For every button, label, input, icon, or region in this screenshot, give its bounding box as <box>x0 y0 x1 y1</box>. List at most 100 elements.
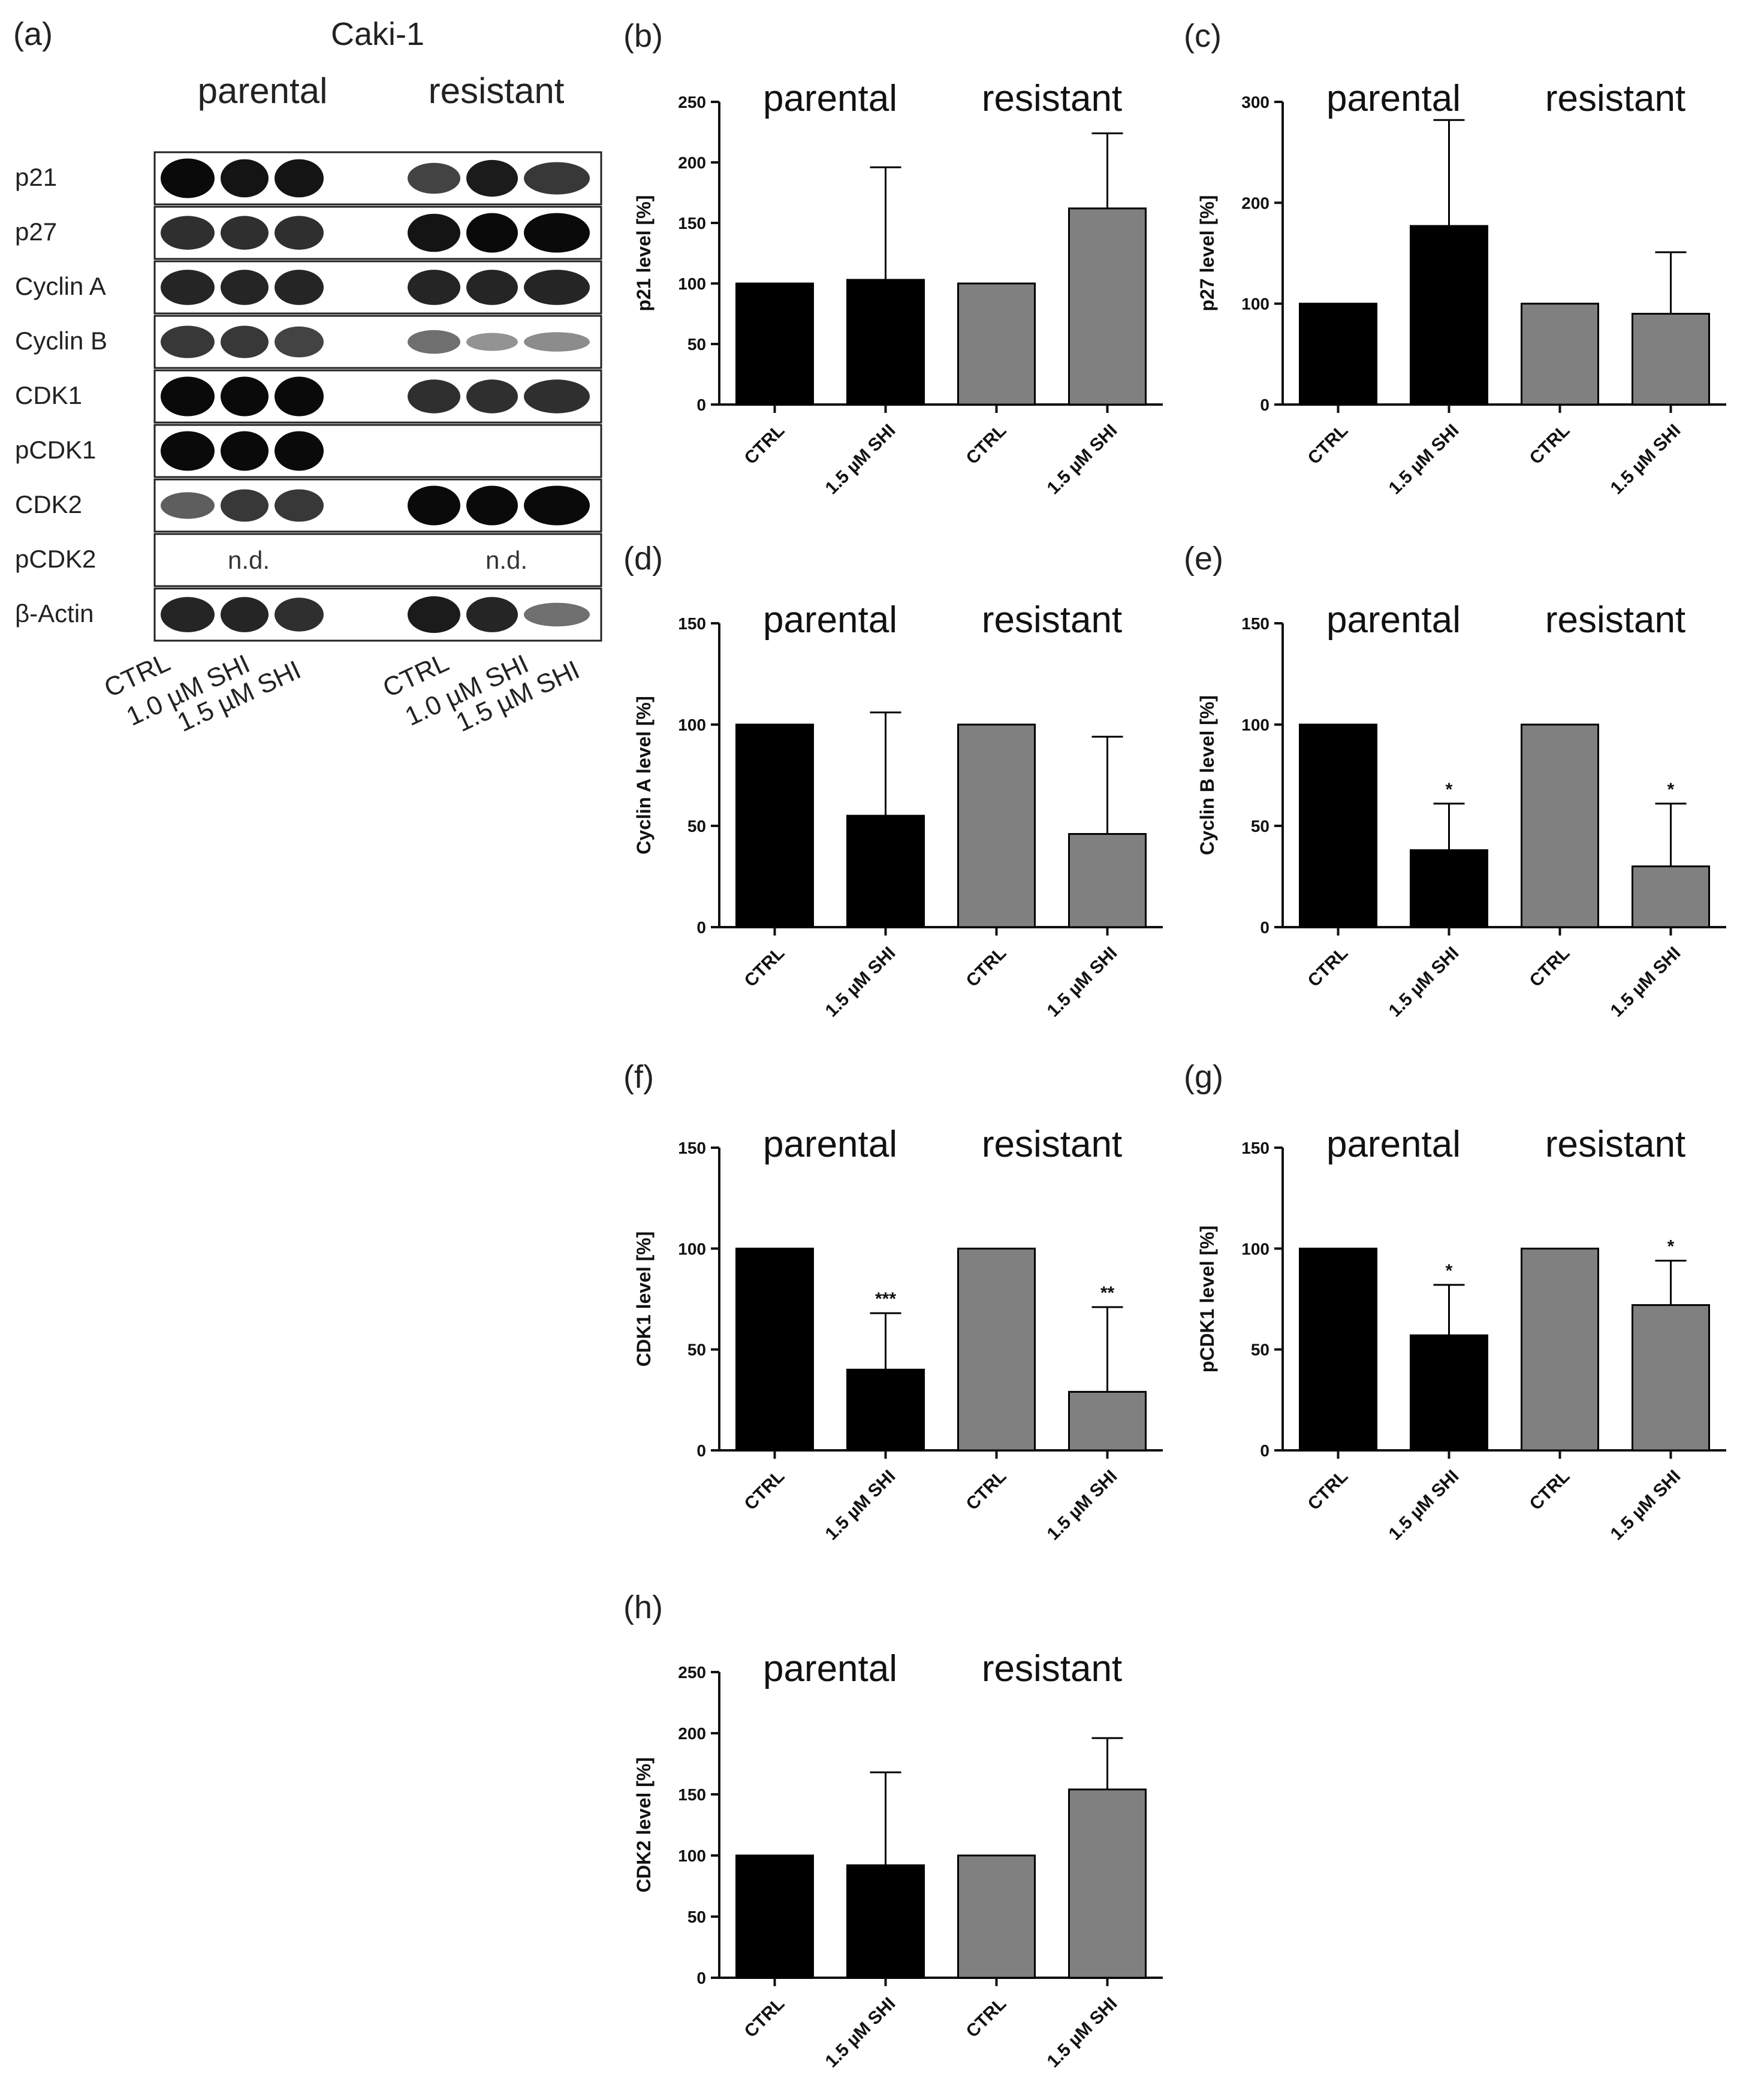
group-label-resistant: resistant <box>1545 78 1685 119</box>
category-label: 1.5 µM SHI <box>822 421 900 499</box>
y-tick-label: 200 <box>1241 194 1269 212</box>
y-tick-label: 300 <box>1241 93 1269 111</box>
blot-band <box>408 596 460 633</box>
group-label-parental: parental <box>763 78 897 119</box>
category-label: 1.5 µM SHI <box>822 1467 900 1544</box>
y-tick-label: 0 <box>696 396 706 414</box>
blot-row-label: p21 <box>15 163 57 191</box>
blot-band <box>524 162 590 195</box>
panel-letter: (b) <box>623 18 663 54</box>
y-tick-label: 100 <box>678 1239 706 1258</box>
y-tick-label: 150 <box>678 614 706 633</box>
category-label: 1.5 µM SHI <box>1044 1994 1121 2072</box>
blot-band <box>408 485 460 526</box>
blot-band <box>275 159 324 198</box>
blot-band <box>221 431 269 471</box>
blot-row-label: pCDK2 <box>15 545 96 573</box>
blot-band <box>221 216 269 250</box>
group-label-resistant: resistant <box>982 599 1122 641</box>
blot-band <box>221 376 269 417</box>
y-tick-label: 50 <box>1251 1341 1269 1359</box>
blot-band <box>466 485 518 526</box>
blot-band <box>275 489 324 522</box>
chart-f: (f) parental resistant 0 50 100 150 CDK1 level … <box>623 1059 1163 1544</box>
group-label-resistant: resistant <box>982 1648 1122 1689</box>
y-tick-label: 0 <box>1260 918 1269 937</box>
category-label: 1.5 µM SHI <box>1385 1467 1463 1544</box>
blot-band <box>161 325 215 358</box>
blot-band <box>466 159 518 197</box>
y-tick-label: 150 <box>678 1139 706 1157</box>
group-label-parental: parental <box>1326 1124 1461 1165</box>
y-tick-label: 100 <box>678 716 706 734</box>
blot-band <box>466 270 518 305</box>
y-tick-label: 0 <box>696 1441 706 1460</box>
blot-band <box>161 270 215 305</box>
y-axis-label: pCDK1 level [%] <box>1196 1226 1218 1372</box>
significance-marker: ** <box>1100 1283 1115 1303</box>
group-label-parental: parental <box>763 1124 897 1165</box>
y-axis-label: Cyclin A level [%] <box>633 696 655 854</box>
group-label-parental: parental <box>1326 599 1461 641</box>
category-label: CTRL <box>1526 1467 1574 1514</box>
category-label: CTRL <box>1526 421 1574 469</box>
blot-nd-parental: n.d. <box>228 546 270 574</box>
blot-band <box>466 597 518 632</box>
blot-band <box>408 162 460 194</box>
category-label: CTRL <box>1304 421 1352 469</box>
significance-marker: * <box>1667 780 1675 799</box>
bar <box>1521 303 1599 406</box>
bar <box>1521 1247 1599 1452</box>
bar <box>1410 1334 1488 1452</box>
category-label: 1.5 µM SHI <box>1044 1467 1121 1544</box>
category-label: CTRL <box>963 1994 1011 2042</box>
group-label-resistant: resistant <box>1545 599 1685 641</box>
y-tick-label: 150 <box>678 214 706 233</box>
chart-c: (c) parental resistant 0 100 200 300 p27 level … <box>1184 18 1726 498</box>
y-axis-label: CDK2 level [%] <box>633 1757 655 1893</box>
category-label: 1.5 µM SHI <box>1385 421 1463 499</box>
bar <box>1410 849 1488 928</box>
blot-band <box>275 376 324 417</box>
category-label: CTRL <box>1304 1467 1352 1514</box>
blot-band <box>524 379 590 414</box>
group-label-resistant: resistant <box>982 78 1122 119</box>
blot-band <box>408 330 460 354</box>
y-tick-label: 100 <box>678 274 706 293</box>
y-tick-label: 50 <box>687 1341 706 1359</box>
y-axis-label: CDK1 level [%] <box>633 1232 655 1367</box>
blot-band <box>275 270 324 305</box>
blot-strip <box>153 424 602 478</box>
blot-band <box>275 216 324 250</box>
group-label-resistant: resistant <box>982 1124 1122 1165</box>
bar <box>846 1368 925 1452</box>
blot-band <box>161 597 215 632</box>
blot-row-label: CDK2 <box>15 490 82 518</box>
y-tick-label: 150 <box>1241 614 1269 633</box>
significance-marker: * <box>1667 1237 1675 1257</box>
blot-band <box>524 332 590 352</box>
panel-letter: (d) <box>623 541 663 577</box>
category-label: CTRL <box>1526 943 1574 991</box>
bar <box>1299 303 1377 406</box>
blot-band <box>161 216 215 250</box>
y-tick-label: 50 <box>687 817 706 835</box>
bar <box>1068 833 1147 928</box>
blot-row-label: Cyclin B <box>15 327 107 355</box>
blot-band <box>221 270 269 305</box>
blot-band <box>221 159 269 198</box>
blot-title: Caki-1 <box>331 16 424 52</box>
blot-band <box>524 270 590 305</box>
y-tick-label: 50 <box>687 335 706 354</box>
group-label-resistant: resistant <box>1545 1124 1685 1165</box>
chart-d: (d) parental resistant 0 50 100 150 Cyclin A le… <box>623 541 1163 1021</box>
bar <box>957 1247 1036 1452</box>
chart-b: (b) parental resistant 0 50 100 150 200 250 p21 l… <box>623 18 1163 498</box>
y-tick-label: 250 <box>678 93 706 111</box>
group-label-parental: parental <box>1326 78 1461 119</box>
blot-nd-resistant: n.d. <box>485 546 527 574</box>
category-label: CTRL <box>741 1994 789 2042</box>
blot-band <box>221 489 269 522</box>
